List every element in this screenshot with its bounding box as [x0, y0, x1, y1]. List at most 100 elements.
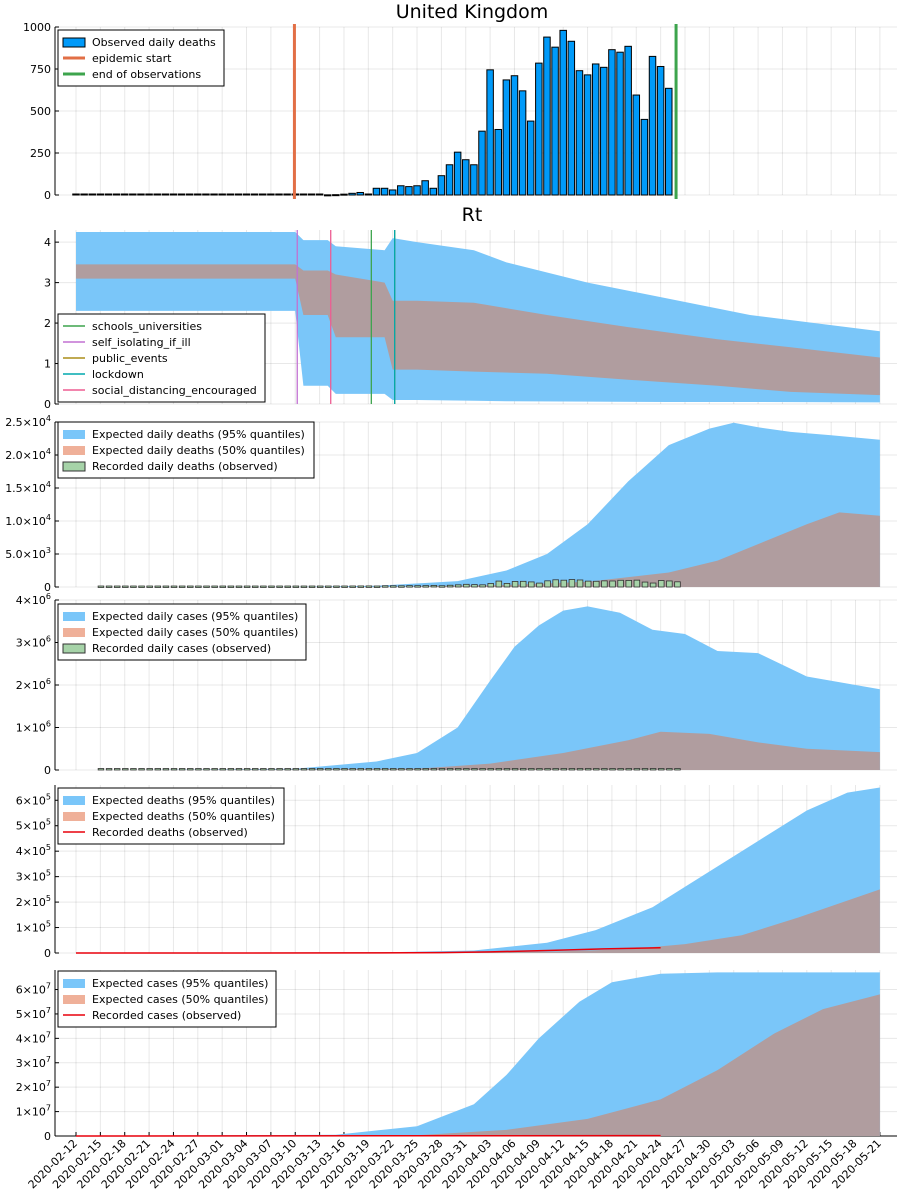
y-tick-mantissa: 1.5×10: [5, 482, 46, 495]
observed-bar: [495, 768, 503, 771]
y-tick-mantissa: 2×10: [16, 896, 46, 909]
y-tick-exponent: 5: [46, 792, 51, 801]
observed-bar: [211, 768, 218, 771]
observed-bar: [609, 768, 616, 771]
legend-box: [57, 421, 315, 479]
y-tick-mantissa: 3×10: [16, 871, 46, 884]
observed-bar: [536, 582, 543, 588]
observed-bar: [260, 768, 267, 771]
legend-swatch: [62, 461, 86, 472]
bar: [583, 74, 592, 196]
observed-bar: [463, 583, 470, 588]
y-tick-label: 2: [44, 317, 51, 330]
y-tick-mantissa: 4×10: [16, 594, 46, 607]
observed-bar: [178, 585, 186, 588]
bar: [372, 187, 381, 196]
observed-bar: [154, 585, 162, 588]
bar: [315, 193, 324, 196]
bar: [104, 193, 113, 196]
bar: [600, 66, 608, 196]
y-tick-exponent: 7: [46, 1006, 51, 1015]
legend-label: Expected daily deaths (95% quantiles): [92, 428, 305, 441]
observed-bar: [349, 768, 356, 771]
panel-rt: 0 1 2 3 4 Rt schools_universities self_isolatin…: [44, 204, 897, 411]
observed-bar: [195, 768, 202, 771]
observed-bar: [105, 768, 113, 771]
bar: [96, 193, 105, 196]
observed-bar: [446, 584, 454, 588]
observed-bar: [455, 768, 462, 771]
y-tick-mantissa: 0: [44, 1130, 51, 1143]
observed-bar: [308, 585, 316, 588]
observed-bar: [406, 585, 413, 588]
observed-bar: [130, 585, 137, 588]
y-tick-label: 0: [44, 947, 51, 960]
y-tick-label: 2×106: [16, 677, 51, 692]
y-tick-label: 4×105: [16, 843, 51, 858]
legend-item: end of observations: [63, 68, 201, 81]
legend-label: Recorded cases (observed): [92, 1009, 241, 1022]
y-tick-exponent: 7: [46, 1055, 51, 1064]
observed-bar: [333, 585, 340, 588]
band-50: [76, 994, 880, 1136]
bar: [608, 49, 616, 196]
observed-bar: [649, 582, 657, 588]
legend-item: Expected daily cases (50% quantiles): [63, 626, 298, 639]
y-tick-exponent: 7: [46, 1030, 51, 1039]
y-tick-exponent: 4: [46, 414, 51, 423]
observed-bar: [300, 768, 308, 771]
y-tick-label: 1: [44, 358, 51, 371]
legend-item: Expected deaths (95% quantiles): [63, 794, 275, 807]
y-tick-mantissa: 2×10: [16, 679, 46, 692]
bar: [470, 164, 478, 196]
legend-label: Expected daily cases (50% quantiles): [92, 626, 298, 639]
y-tick-mantissa: 2×10: [16, 1081, 46, 1094]
y-tick-mantissa: 6×10: [16, 984, 46, 997]
legend-swatch: [62, 37, 86, 48]
bar: [275, 193, 283, 196]
y-tick-label: 6×107: [16, 982, 51, 997]
bar: [267, 193, 275, 196]
observed-bar: [544, 580, 551, 588]
y-tick-exponent: 7: [46, 1104, 51, 1113]
observed-bar: [454, 584, 462, 588]
observed-bar: [187, 768, 194, 771]
observed-bar: [520, 768, 527, 771]
observed-bar: [503, 768, 511, 771]
observed-bar: [495, 580, 503, 588]
legend-label: Expected deaths (50% quantiles): [92, 810, 275, 823]
observed-bar: [584, 580, 592, 588]
y-tick-label: 0: [44, 581, 51, 594]
legend-label: lockdown: [92, 368, 144, 381]
y-tick-label: 4: [44, 236, 51, 249]
legend-item: Recorded deaths (observed): [63, 826, 248, 839]
legend-label: social_distancing_encouraged: [92, 384, 257, 397]
y-tick-mantissa: 0: [44, 947, 51, 960]
bar: [364, 193, 373, 196]
y-tick-exponent: 6: [46, 592, 51, 601]
bar: [250, 193, 259, 196]
observed-bar: [430, 768, 438, 771]
recorded-line: [75, 946, 661, 954]
observed-bar: [138, 585, 145, 588]
observed-bar: [487, 583, 494, 588]
observed-bar: [316, 768, 324, 771]
observed-bar: [268, 768, 275, 771]
legend-label: Expected deaths (95% quantiles): [92, 794, 275, 807]
band-95: [141, 422, 880, 587]
legend-box: [57, 603, 307, 661]
y-tick-label: 1000: [23, 21, 51, 34]
y-tick-exponent: 5: [46, 894, 51, 903]
bar: [575, 70, 584, 196]
legend-label: Expected cases (50% quantiles): [92, 993, 268, 1006]
observed-bar: [122, 585, 129, 588]
observed-bar: [560, 768, 567, 771]
observed-bar: [308, 768, 316, 771]
y-tick-exponent: 4: [46, 513, 51, 522]
bar: [397, 185, 405, 196]
y-tick-mantissa: 1×10: [16, 722, 46, 735]
observed-bar: [154, 768, 161, 771]
legend-swatch: [63, 979, 85, 988]
y-tick-label: 0: [44, 398, 51, 411]
